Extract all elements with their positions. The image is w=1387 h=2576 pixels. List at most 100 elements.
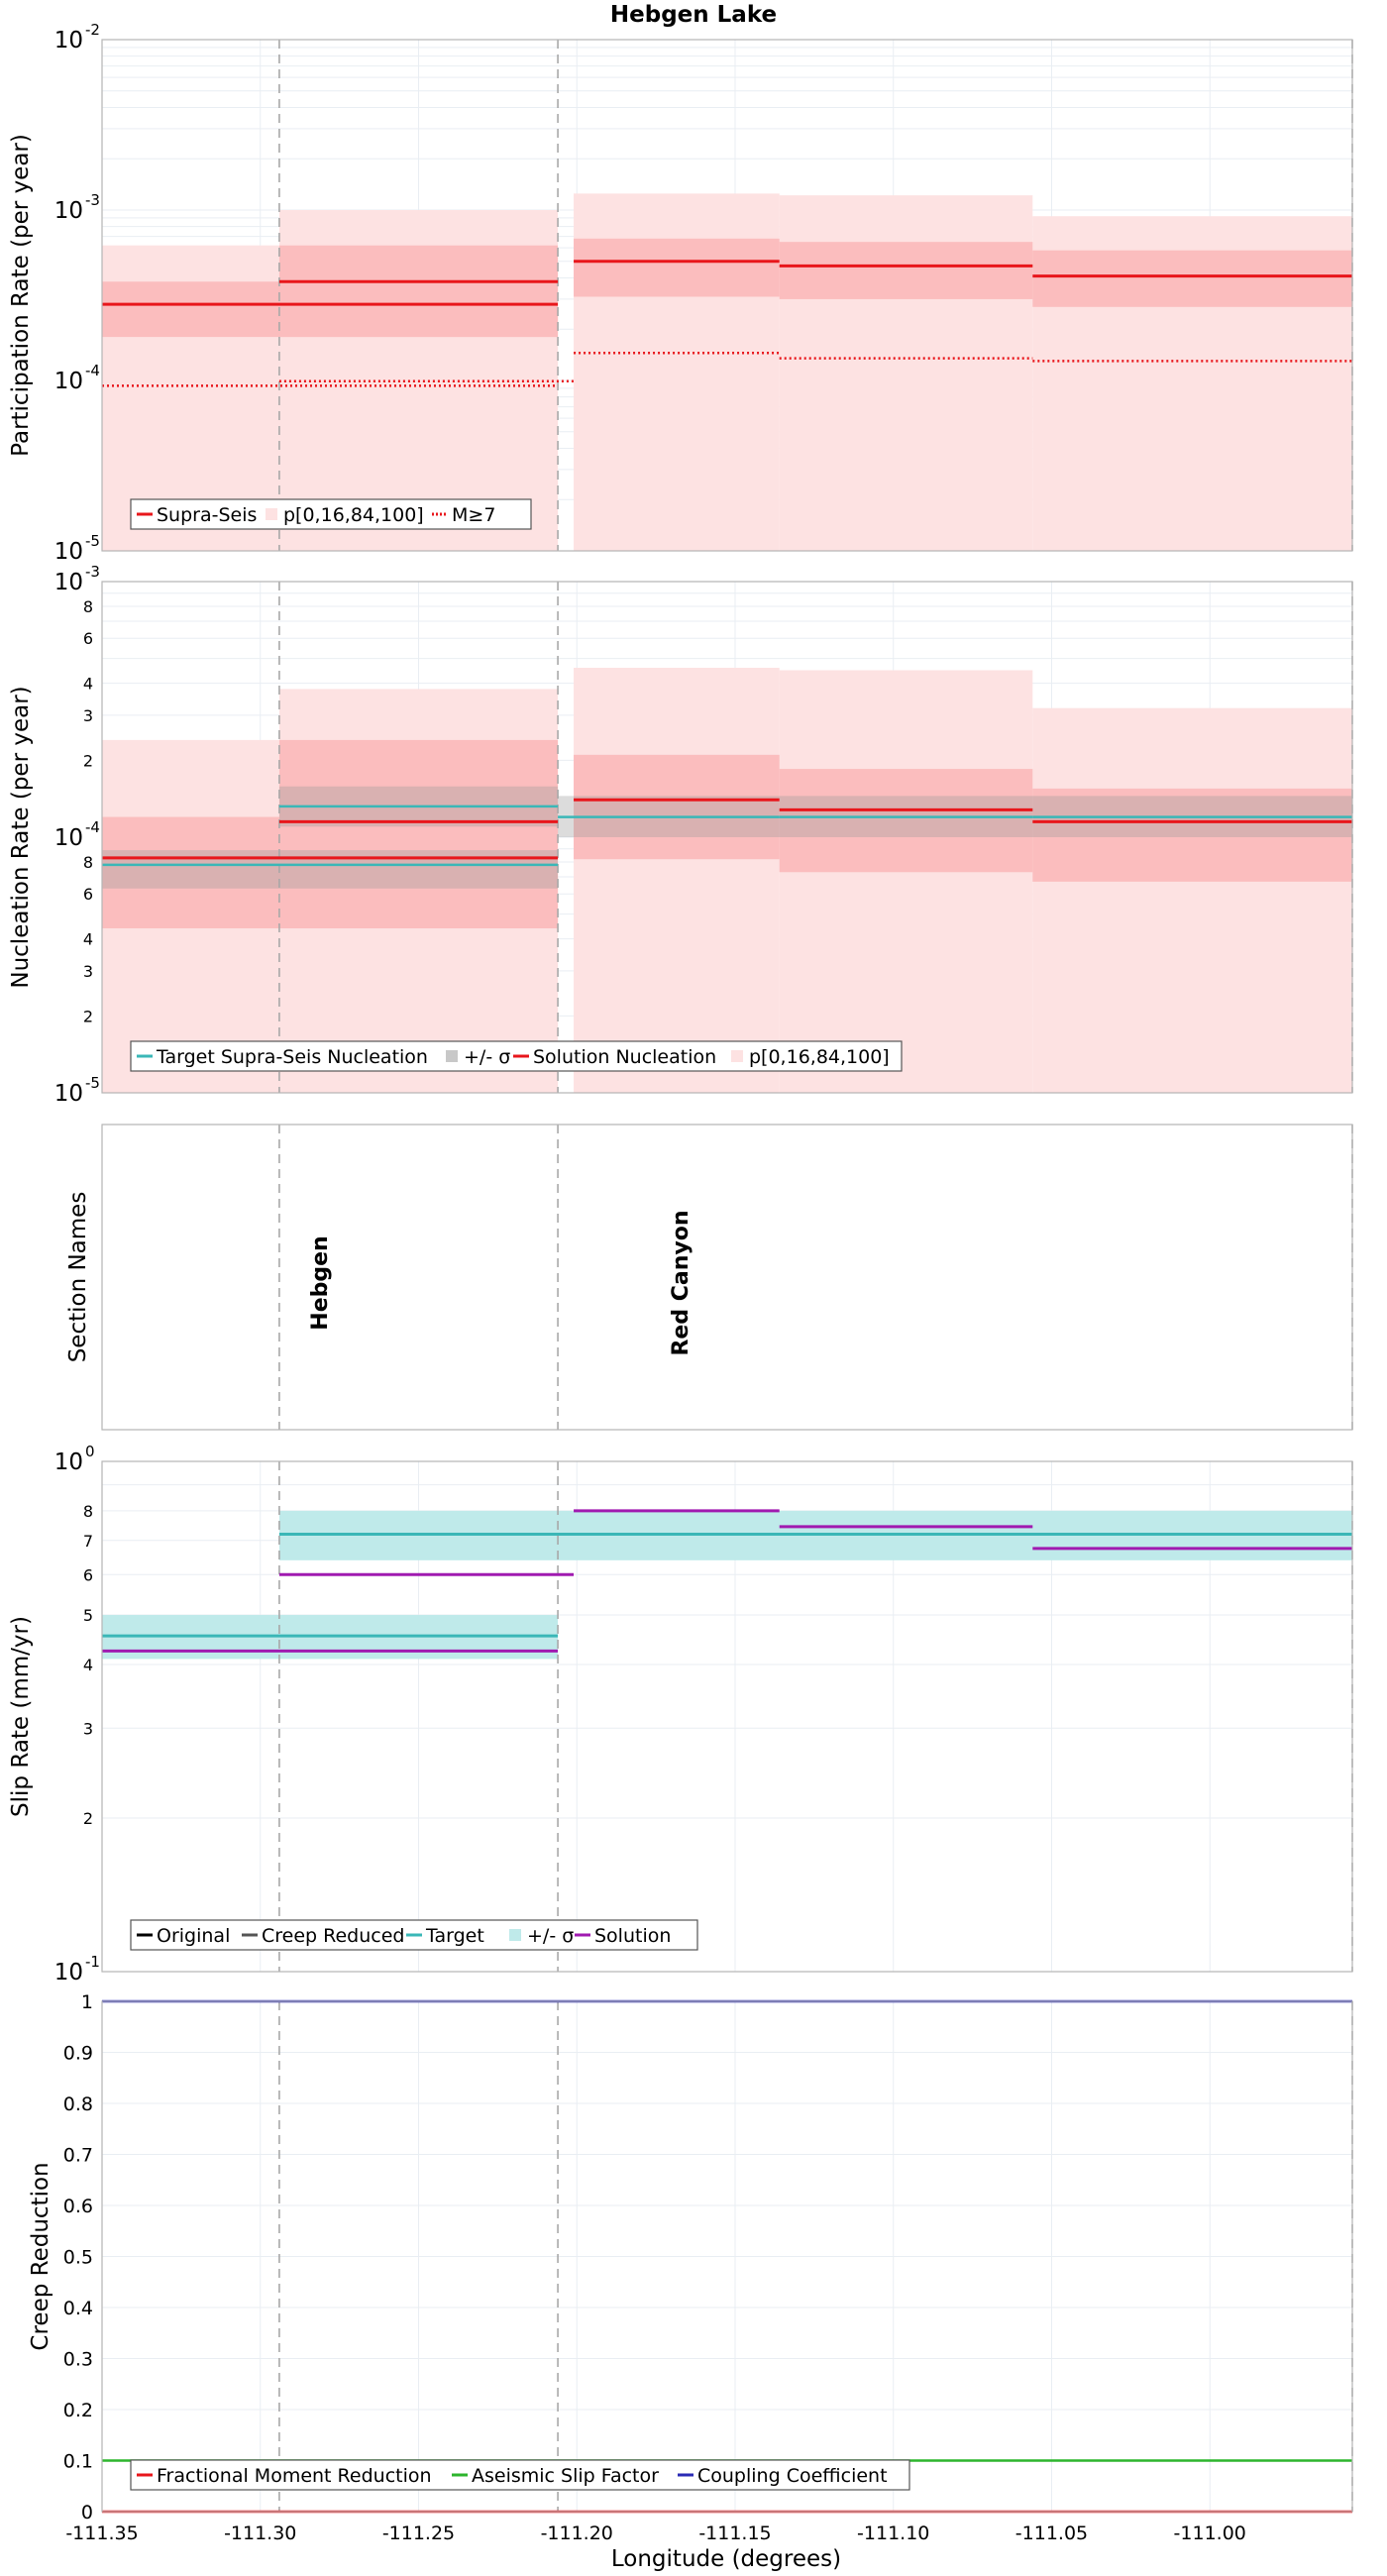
percentile-band-p16-p84 <box>779 769 1033 873</box>
y-tick-base: 10 <box>54 539 83 565</box>
section-name-label: Red Canyon <box>669 1210 694 1355</box>
slip-legend: Original Creep Reduced Target +/- σ Solution <box>130 1919 698 1951</box>
slip-panel <box>101 1461 1353 1973</box>
y-tick-base: 10 <box>54 825 83 851</box>
legend-label: Creep Reduced <box>262 1925 404 1947</box>
creep-panel <box>101 1999 1353 2514</box>
legend-swatch <box>266 508 277 520</box>
nucleation-y-minor-tick-label: 3 <box>83 706 93 725</box>
legend-label: Solution Nucleation <box>533 1046 716 1068</box>
x-tick-label: -111.20 <box>541 2522 613 2544</box>
y-tick-base: 10 <box>54 1081 83 1107</box>
section-name-label: Hebgen <box>308 1235 333 1330</box>
slip-y-minor-tick-label: 2 <box>83 1809 93 1828</box>
nucleation-y-minor-tick-label: 4 <box>83 930 93 949</box>
participation-y-tick-exponent: -3 <box>85 191 100 209</box>
legend-label: p[0,16,84,100] <box>283 504 424 526</box>
creep-y-tick-label: 0.7 <box>63 2145 93 2167</box>
slip-y-tick-exponent: -1 <box>85 1953 100 1971</box>
creep-y-tick-label: 0.3 <box>63 2349 93 2371</box>
legend-label: Coupling Coefficient <box>697 2465 888 2487</box>
y-tick-base: 10 <box>54 570 83 595</box>
slip-y-tick-exponent: 0 <box>85 1443 95 1460</box>
nucleation-y-minor-tick-label: 8 <box>83 853 93 872</box>
slip-y-tick-label: 10 <box>54 1960 83 1986</box>
sections-frame <box>101 1124 1353 1431</box>
slip-y-minor-tick-label: 3 <box>83 1719 93 1738</box>
participation-y-tick-label: 10 <box>54 539 83 565</box>
participation-legend: Supra-Seis p[0,16,84,100] M≥7 <box>130 498 532 530</box>
percentile-band-p0-p100 <box>1032 707 1352 1093</box>
slip-y-tick-label: 10 <box>54 1449 83 1475</box>
percentile-band-p0-p100 <box>779 670 1033 1093</box>
sections-y-axis-label: Section Names <box>65 1192 91 1363</box>
creep-y-tick-label: 0.5 <box>63 2247 93 2269</box>
creep-y-tick-label: 0.8 <box>63 2093 93 2115</box>
percentile-band-p0-p100 <box>574 668 780 1093</box>
slip-y-minor-tick-label: 6 <box>83 1565 93 1584</box>
nucleation-y-minor-tick-label: 3 <box>83 962 93 981</box>
x-tick-label: -111.10 <box>857 2522 929 2544</box>
nucleation-y-minor-tick-label: 6 <box>83 885 93 904</box>
percentile-band-p16-p84 <box>1032 250 1352 307</box>
legend-box <box>130 2459 910 2491</box>
nucleation-y-tick-label: 10 <box>54 825 83 851</box>
x-axis-ticks: -111.35 -111.30 -111.25 -111.20 -111.15 -111.… <box>65 2522 1246 2544</box>
creep-y-axis-label: Creep Reduction <box>28 2162 53 2350</box>
legend-label: Original <box>157 1925 230 1947</box>
percentile-band-p16-p84 <box>574 754 780 860</box>
nucleation-y-minor-tick-label: 4 <box>83 675 93 694</box>
nucleation-y-minor-tick-label: 2 <box>83 751 93 770</box>
legend-label: Solution <box>594 1925 671 1947</box>
participation-y-tick-exponent: -5 <box>85 532 100 550</box>
slip-frame <box>101 1460 1353 1973</box>
y-tick-base: 10 <box>54 1960 83 1986</box>
nucleation-y-tick-label: 10 <box>54 1081 83 1107</box>
creep-y-tick-label: 0 <box>81 2502 93 2523</box>
legend-label: Target <box>425 1925 484 1947</box>
x-tick-label: -111.25 <box>382 2522 455 2544</box>
legend-box <box>130 498 532 530</box>
legend-swatch <box>731 1050 743 1062</box>
legend-swatch <box>509 1929 521 1941</box>
legend-label: Fractional Moment Reduction <box>157 2465 432 2487</box>
participation-y-axis-label: Participation Rate (per year) <box>8 134 34 457</box>
nucleation-panel <box>101 582 1353 1094</box>
slip-y-minor-tick-label: 7 <box>83 1532 93 1551</box>
sigma-band <box>102 850 559 889</box>
nucleation-frame <box>101 581 1353 1094</box>
participation-panel <box>101 40 1353 552</box>
creep-y-tick-label: 0.2 <box>63 2400 93 2421</box>
nucleation-y-minor-tick-label: 2 <box>83 1007 93 1025</box>
slip-y-minor-tick-label: 4 <box>83 1656 93 1674</box>
x-tick-label: -111.15 <box>698 2522 771 2544</box>
slip-y-axis-label: Slip Rate (mm/yr) <box>8 1616 34 1817</box>
creep-y-tick-label: 0.6 <box>63 2196 93 2217</box>
x-axis-label: Longitude (degrees) <box>611 2546 841 2572</box>
slip-y-minor-tick-label: 8 <box>83 1502 93 1521</box>
participation-y-tick-label: 10 <box>54 198 83 224</box>
creep-frame <box>101 2000 1353 2513</box>
nucleation-y-minor-tick-label: 6 <box>83 629 93 648</box>
nucleation-y-tick-label: 10 <box>54 570 83 595</box>
y-tick-base: 10 <box>54 198 83 224</box>
percentile-band-p16-p84 <box>1032 788 1352 882</box>
creep-y-tick-label: 0.1 <box>63 2451 93 2473</box>
x-tick-label: -111.05 <box>1015 2522 1088 2544</box>
percentile-band-p16-p84 <box>574 238 780 297</box>
nucleation-y-axis-label: Nucleation Rate (per year) <box>8 686 34 988</box>
nucleation-y-tick-exponent: -5 <box>85 1074 100 1092</box>
participation-frame <box>101 39 1353 552</box>
x-tick-label: -111.00 <box>1174 2522 1246 2544</box>
percentile-band-p16-p84 <box>278 739 559 928</box>
sections-panel: Hebgen Red Canyon <box>278 1125 1353 1430</box>
percentile-band-p16-p84 <box>278 245 559 338</box>
legend-label: +/- σ <box>464 1046 510 1068</box>
participation-y-tick-exponent: -2 <box>85 21 100 39</box>
participation-y-tick-exponent: -4 <box>85 362 100 379</box>
creep-y-tick-label: 0.4 <box>63 2298 93 2319</box>
percentile-band-p16-p84 <box>779 242 1033 299</box>
legend-label: p[0,16,84,100] <box>749 1046 890 1068</box>
legend-label: M≥7 <box>452 504 495 526</box>
